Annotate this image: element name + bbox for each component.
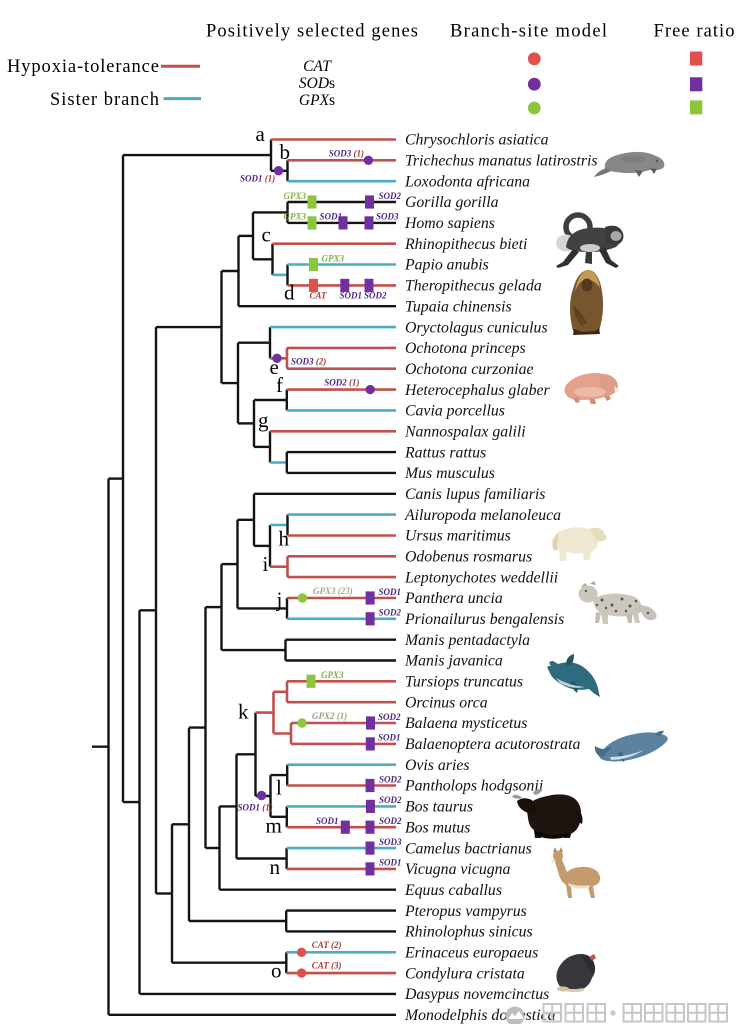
svg-text:Balaenoptera acutorostrata: Balaenoptera acutorostrata [405,736,580,753]
svg-text:SOD3 (2): SOD3 (2) [291,357,326,367]
svg-text:Rattus rattus: Rattus rattus [404,444,486,461]
svg-text:Panthera uncia: Panthera uncia [404,590,503,607]
svg-text:SOD1: SOD1 [379,858,402,868]
svg-text:Monodelphis domestica: Monodelphis domestica [404,1007,556,1024]
svg-text:SOD3: SOD3 [379,837,402,847]
svg-text:Camelus bactrianus: Camelus bactrianus [405,840,532,857]
svg-text:SOD2: SOD2 [379,608,402,618]
svg-text:Condylura cristata: Condylura cristata [405,965,525,982]
svg-text:Positively selected genes: Positively selected genes [206,22,418,42]
svg-text:Free ratio: Free ratio [654,22,735,42]
svg-text:Equus caballus: Equus caballus [404,882,502,899]
svg-text:Pantholops hodgsonii: Pantholops hodgsonii [404,778,543,795]
svg-text:Nannospalax galili: Nannospalax galili [404,424,526,441]
svg-text:SOD1 (1): SOD1 (1) [240,174,275,184]
svg-text:Dasypus novemcinctus: Dasypus novemcinctus [404,986,549,1003]
svg-text:Rhinolophus sinicus: Rhinolophus sinicus [404,924,533,941]
svg-text:c: c [262,223,271,247]
svg-text:SOD1: SOD1 [316,816,339,826]
svg-text:CAT: CAT [303,58,332,75]
svg-text:CAT (3): CAT (3) [312,961,342,971]
svg-text:Bos mutus: Bos mutus [405,819,470,836]
svg-text:Sister branch: Sister branch [50,90,159,110]
svg-text:Tupaia chinensis: Tupaia chinensis [405,298,512,315]
svg-text:n: n [270,855,281,879]
svg-text:Ailuropoda melanoleuca: Ailuropoda melanoleuca [404,507,561,524]
svg-text:Oryctolagus cuniculus: Oryctolagus cuniculus [405,319,548,336]
svg-text:l: l [276,776,282,800]
svg-text:Branch-site model: Branch-site model [450,22,607,42]
svg-text:Homo sapiens: Homo sapiens [404,215,495,232]
svg-text:e: e [270,355,279,379]
svg-text:GPX3 (23): GPX3 (23) [313,586,353,596]
svg-text:Chrysochloris asiatica: Chrysochloris asiatica [405,132,549,149]
svg-text:GPX3: GPX3 [284,191,307,201]
svg-text:CAT: CAT [310,290,328,300]
svg-text:SOD1: SOD1 [378,733,401,743]
svg-text:CAT (2): CAT (2) [312,940,342,950]
svg-text:Mus musculus: Mus musculus [404,465,495,482]
svg-text:SOD3: SOD3 [376,212,399,222]
svg-text:o: o [271,959,282,983]
svg-text:Ochotona curzoniae: Ochotona curzoniae [405,361,534,378]
svg-text:SOD2: SOD2 [379,816,402,826]
svg-text:Hypoxia-tolerance: Hypoxia-tolerance [7,57,159,77]
svg-text:Erinaceus europaeus: Erinaceus europaeus [404,945,538,962]
svg-text:Canis lupus familiaris: Canis lupus familiaris [405,486,545,503]
svg-text:Trichechus manatus latirostris: Trichechus manatus latirostris [405,153,598,170]
svg-text:Pteropus vampyrus: Pteropus vampyrus [404,903,527,920]
svg-text:SOD1: SOD1 [379,587,402,597]
svg-text:GPXs: GPXs [299,92,335,109]
svg-text:a: a [256,122,266,146]
svg-text:Balaena mysticetus: Balaena mysticetus [405,715,527,732]
svg-text:Cavia porcellus: Cavia porcellus [405,403,505,420]
svg-text:Bos taurus: Bos taurus [405,799,473,816]
svg-text:Manis javanica: Manis javanica [404,653,503,670]
svg-text:Loxodonta africana: Loxodonta africana [404,173,530,190]
svg-text:Vicugna vicugna: Vicugna vicugna [405,861,511,878]
svg-text:Odobenus rosmarus: Odobenus rosmarus [405,549,532,566]
svg-text:Ursus maritimus: Ursus maritimus [405,528,511,545]
svg-text:i: i [263,552,269,576]
svg-text:Leptonychotes weddellii: Leptonychotes weddellii [404,569,558,586]
svg-text:SOD2: SOD2 [379,191,402,201]
svg-text:Tursiops truncatus: Tursiops truncatus [405,674,523,691]
svg-text:Manis pentadactyla: Manis pentadactyla [404,632,530,649]
svg-text:k: k [238,700,249,724]
svg-text:g: g [258,408,269,432]
svg-text:SODs: SODs [299,75,335,92]
svg-text:Prionailurus bengalensis: Prionailurus bengalensis [404,611,564,628]
svg-text:SOD2: SOD2 [379,774,402,784]
svg-text:SOD2: SOD2 [378,712,401,722]
svg-text:b: b [280,140,291,164]
svg-text:GPX2 (1): GPX2 (1) [312,711,347,721]
svg-text:Theropithecus gelada: Theropithecus gelada [405,278,542,295]
svg-text:h: h [279,527,290,551]
svg-text:SOD2 (1): SOD2 (1) [324,378,359,388]
svg-text:SOD3 (1): SOD3 (1) [329,148,364,158]
svg-text:GPX3: GPX3 [321,670,344,680]
svg-text:m: m [266,814,282,838]
svg-text:Ovis aries: Ovis aries [405,757,470,774]
svg-text:SOD1: SOD1 [340,290,363,300]
svg-text:Ochotona princeps: Ochotona princeps [405,340,526,357]
svg-text:SOD2: SOD2 [379,795,402,805]
svg-text:GPX3: GPX3 [284,212,307,222]
svg-text:Papio anubis: Papio anubis [404,257,489,274]
svg-text:f: f [276,373,283,397]
svg-text:SOD1: SOD1 [320,212,343,222]
svg-text:d: d [284,281,295,305]
svg-text:Heterocephalus glaber: Heterocephalus glaber [404,382,550,399]
svg-text:GPX3: GPX3 [322,253,345,263]
svg-text:j: j [276,588,283,612]
svg-text:SOD2: SOD2 [364,290,387,300]
svg-text:Gorilla gorilla: Gorilla gorilla [405,194,499,211]
svg-text:Orcinus orca: Orcinus orca [405,694,488,711]
svg-text:SOD1 (1): SOD1 (1) [238,803,273,813]
svg-text:Rhinopithecus bieti: Rhinopithecus bieti [404,236,527,253]
